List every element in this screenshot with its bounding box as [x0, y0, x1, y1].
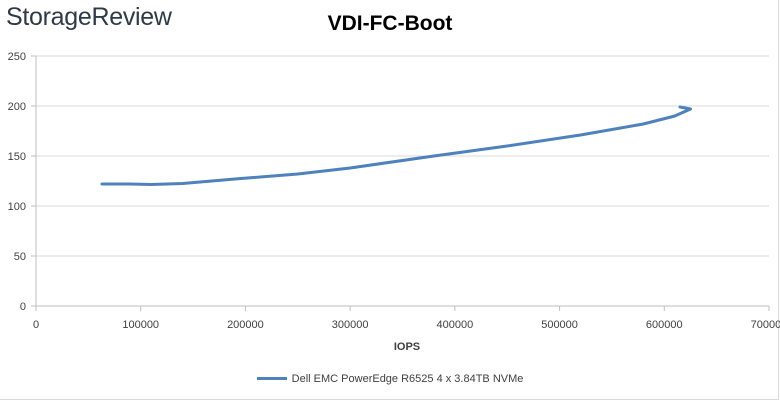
legend: Dell EMC PowerEdge R6525 4 x 3.84TB NVMe [0, 373, 780, 385]
x-tick-label: 700000 [751, 319, 780, 331]
y-tick-label: 200 [8, 101, 26, 113]
axes [31, 55, 770, 311]
chart-title: VDI-FC-Boot [327, 12, 453, 35]
y-tick-label: 100 [8, 201, 26, 213]
y-tick-label: 150 [8, 151, 26, 163]
x-tick-label: 400000 [436, 319, 473, 331]
y-tick-label: 0 [20, 301, 26, 313]
y-tick-label: 250 [8, 51, 26, 63]
x-tick-label: 500000 [541, 319, 578, 331]
x-tick-label: 300000 [332, 319, 369, 331]
storagereview-logo: StorageReview [6, 3, 172, 31]
y-tick-label: 50 [14, 251, 26, 263]
x-tick-label: 100000 [122, 319, 159, 331]
tick-labels: 0 50 100 150 200 250 0 100000 200000 300000 400000… [8, 51, 780, 331]
x-tick-label: 0 [33, 319, 39, 331]
series-lines [100, 105, 692, 186]
series-line-0 [100, 105, 692, 186]
x-tick-label: 200000 [227, 319, 264, 331]
legend-label: Dell EMC PowerEdge R6525 4 x 3.84TB NVMe [291, 373, 524, 385]
x-axis-label: IOPS [394, 341, 420, 353]
x-tick-label: 600000 [646, 319, 683, 331]
gridlines [36, 55, 769, 257]
legend-swatch-icon [256, 376, 287, 380]
